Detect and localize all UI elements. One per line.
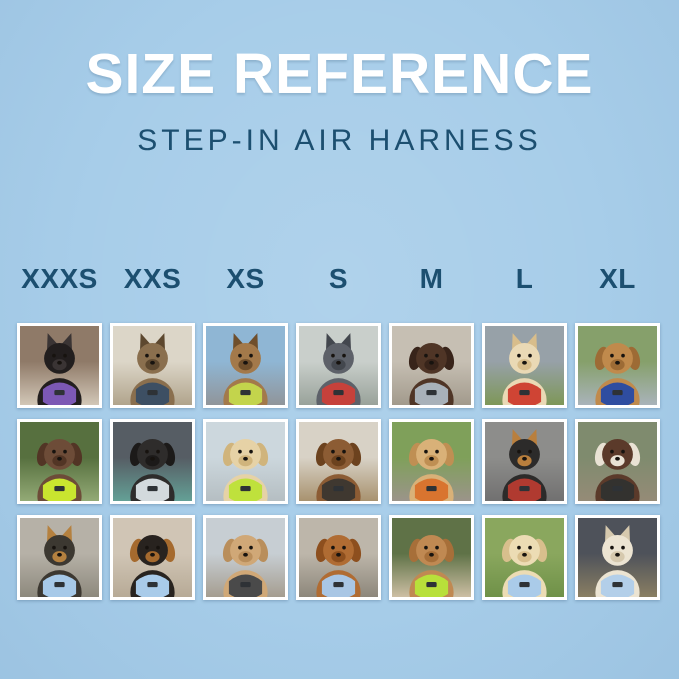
pet-illustration bbox=[315, 438, 362, 501]
photo-s-row1 bbox=[296, 323, 381, 408]
pet-illustration bbox=[37, 333, 82, 405]
pet-illustration bbox=[316, 333, 361, 405]
size-label-xl: XL bbox=[599, 263, 636, 294]
size-label-xxxs: XXXS bbox=[21, 263, 98, 294]
pet-illustration bbox=[502, 429, 547, 501]
photo-s-row2 bbox=[296, 419, 381, 504]
pet-illustration bbox=[408, 342, 455, 405]
pet-illustration bbox=[408, 534, 455, 597]
photo-xxxs-row3 bbox=[17, 515, 102, 600]
photo-s-row3 bbox=[296, 515, 381, 600]
pet-illustration bbox=[595, 525, 640, 597]
photo-xl-row2 bbox=[575, 419, 660, 504]
photo-xs-row3 bbox=[203, 515, 288, 600]
photo-xl-row3 bbox=[575, 515, 660, 600]
photo-xxs-row2 bbox=[110, 419, 195, 504]
size-labels-row: XXXS XXS XS S M L XL bbox=[17, 262, 660, 296]
size-label-s: S bbox=[328, 263, 349, 294]
photo-xxxs-row1 bbox=[17, 323, 102, 408]
photo-xs-row1 bbox=[203, 323, 288, 408]
photo-xxs-row3 bbox=[110, 515, 195, 600]
photo-xl-row1 bbox=[575, 323, 660, 408]
photo-m-row3 bbox=[389, 515, 474, 600]
page-title: SIZE REFERENCE bbox=[85, 42, 594, 106]
pet-illustration bbox=[408, 438, 455, 501]
photo-xs-row2 bbox=[203, 419, 288, 504]
pet-illustration bbox=[37, 525, 82, 597]
pet-illustration bbox=[222, 438, 269, 501]
size-label-m: M bbox=[419, 263, 444, 294]
pet-illustration bbox=[129, 534, 176, 597]
photo-m-row2 bbox=[389, 419, 474, 504]
photo-xxs-row1 bbox=[110, 323, 195, 408]
photo-xxxs-row2 bbox=[17, 419, 102, 504]
pet-illustration bbox=[130, 333, 175, 405]
photo-l-row2 bbox=[482, 419, 567, 504]
pet-illustration bbox=[222, 534, 269, 597]
photo-m-row1 bbox=[389, 323, 474, 408]
pet-illustration bbox=[502, 333, 547, 405]
pet-illustration bbox=[315, 534, 362, 597]
pet-illustration bbox=[594, 438, 641, 501]
size-label-l: L bbox=[515, 263, 534, 294]
pet-illustration bbox=[223, 333, 268, 405]
size-label-xs: XS bbox=[226, 263, 265, 294]
photo-l-row3 bbox=[482, 515, 567, 600]
pet-illustration bbox=[501, 534, 548, 597]
photo-l-row1 bbox=[482, 323, 567, 408]
pet-illustration bbox=[129, 438, 176, 501]
page-subtitle: STEP-IN AIR HARNESS bbox=[137, 124, 542, 157]
pet-illustration bbox=[36, 438, 83, 501]
photo-grid bbox=[17, 323, 660, 600]
size-label-xxs: XXS bbox=[123, 263, 182, 294]
pet-illustration bbox=[594, 342, 641, 405]
